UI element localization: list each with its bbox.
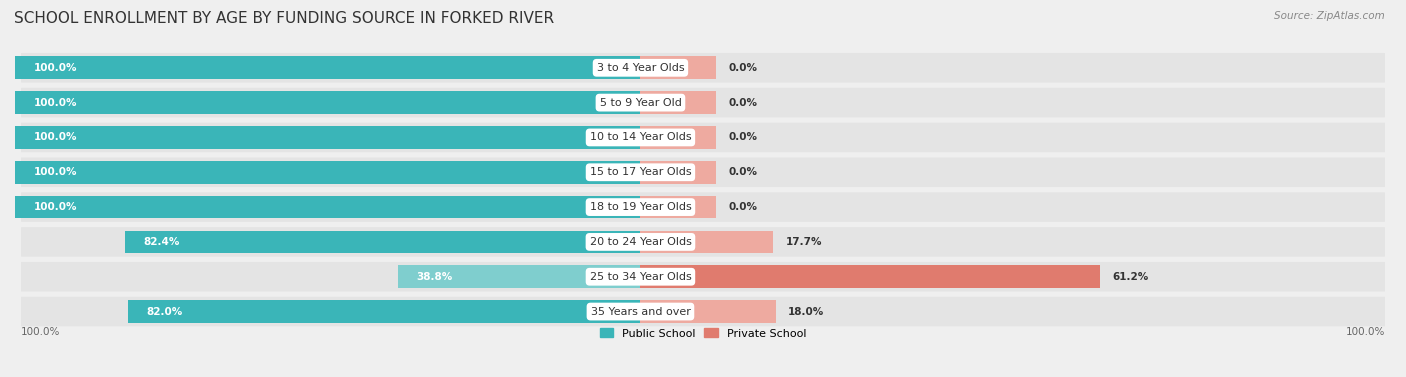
Text: 10 to 14 Year Olds: 10 to 14 Year Olds — [589, 132, 692, 143]
Text: 18.0%: 18.0% — [787, 307, 824, 317]
Text: 100.0%: 100.0% — [34, 202, 77, 212]
Text: 100.0%: 100.0% — [34, 98, 77, 107]
Bar — [15, 126, 641, 149]
Text: 0.0%: 0.0% — [728, 167, 756, 177]
FancyBboxPatch shape — [21, 227, 1385, 257]
Bar — [641, 57, 716, 79]
Text: 35 Years and over: 35 Years and over — [591, 307, 690, 317]
Text: 20 to 24 Year Olds: 20 to 24 Year Olds — [589, 237, 692, 247]
Bar — [641, 161, 716, 184]
FancyBboxPatch shape — [21, 123, 1385, 152]
Text: Source: ZipAtlas.com: Source: ZipAtlas.com — [1274, 11, 1385, 21]
Text: 61.2%: 61.2% — [1112, 272, 1149, 282]
Text: 18 to 19 Year Olds: 18 to 19 Year Olds — [589, 202, 692, 212]
Bar — [15, 196, 641, 218]
Text: 100.0%: 100.0% — [34, 167, 77, 177]
Bar — [15, 57, 641, 79]
Text: 0.0%: 0.0% — [728, 202, 756, 212]
Text: 0.0%: 0.0% — [728, 63, 756, 73]
Text: 0.0%: 0.0% — [728, 98, 756, 107]
FancyBboxPatch shape — [21, 53, 1385, 83]
FancyBboxPatch shape — [21, 158, 1385, 187]
Bar — [641, 300, 776, 323]
Text: 3 to 4 Year Olds: 3 to 4 Year Olds — [596, 63, 685, 73]
Text: 5 to 9 Year Old: 5 to 9 Year Old — [599, 98, 682, 107]
FancyBboxPatch shape — [21, 262, 1385, 291]
Text: 15 to 17 Year Olds: 15 to 17 Year Olds — [589, 167, 692, 177]
FancyBboxPatch shape — [21, 192, 1385, 222]
Text: 0.0%: 0.0% — [728, 132, 756, 143]
Text: SCHOOL ENROLLMENT BY AGE BY FUNDING SOURCE IN FORKED RIVER: SCHOOL ENROLLMENT BY AGE BY FUNDING SOUR… — [14, 11, 554, 26]
Legend: Public School, Private School: Public School, Private School — [595, 324, 811, 343]
FancyBboxPatch shape — [21, 88, 1385, 117]
Bar — [15, 161, 641, 184]
Bar — [125, 231, 641, 253]
Text: 38.8%: 38.8% — [416, 272, 453, 282]
Text: 100.0%: 100.0% — [1346, 328, 1385, 337]
Text: 25 to 34 Year Olds: 25 to 34 Year Olds — [589, 272, 692, 282]
Bar — [641, 126, 716, 149]
Bar — [398, 265, 641, 288]
Bar — [128, 300, 641, 323]
Text: 82.4%: 82.4% — [143, 237, 180, 247]
Text: 17.7%: 17.7% — [786, 237, 823, 247]
Bar — [641, 91, 716, 114]
Bar — [641, 231, 773, 253]
Bar — [15, 91, 641, 114]
Text: 100.0%: 100.0% — [34, 63, 77, 73]
Bar — [641, 265, 1099, 288]
Text: 100.0%: 100.0% — [21, 328, 60, 337]
FancyBboxPatch shape — [21, 297, 1385, 326]
Bar — [641, 196, 716, 218]
Text: 100.0%: 100.0% — [34, 132, 77, 143]
Text: 82.0%: 82.0% — [146, 307, 183, 317]
